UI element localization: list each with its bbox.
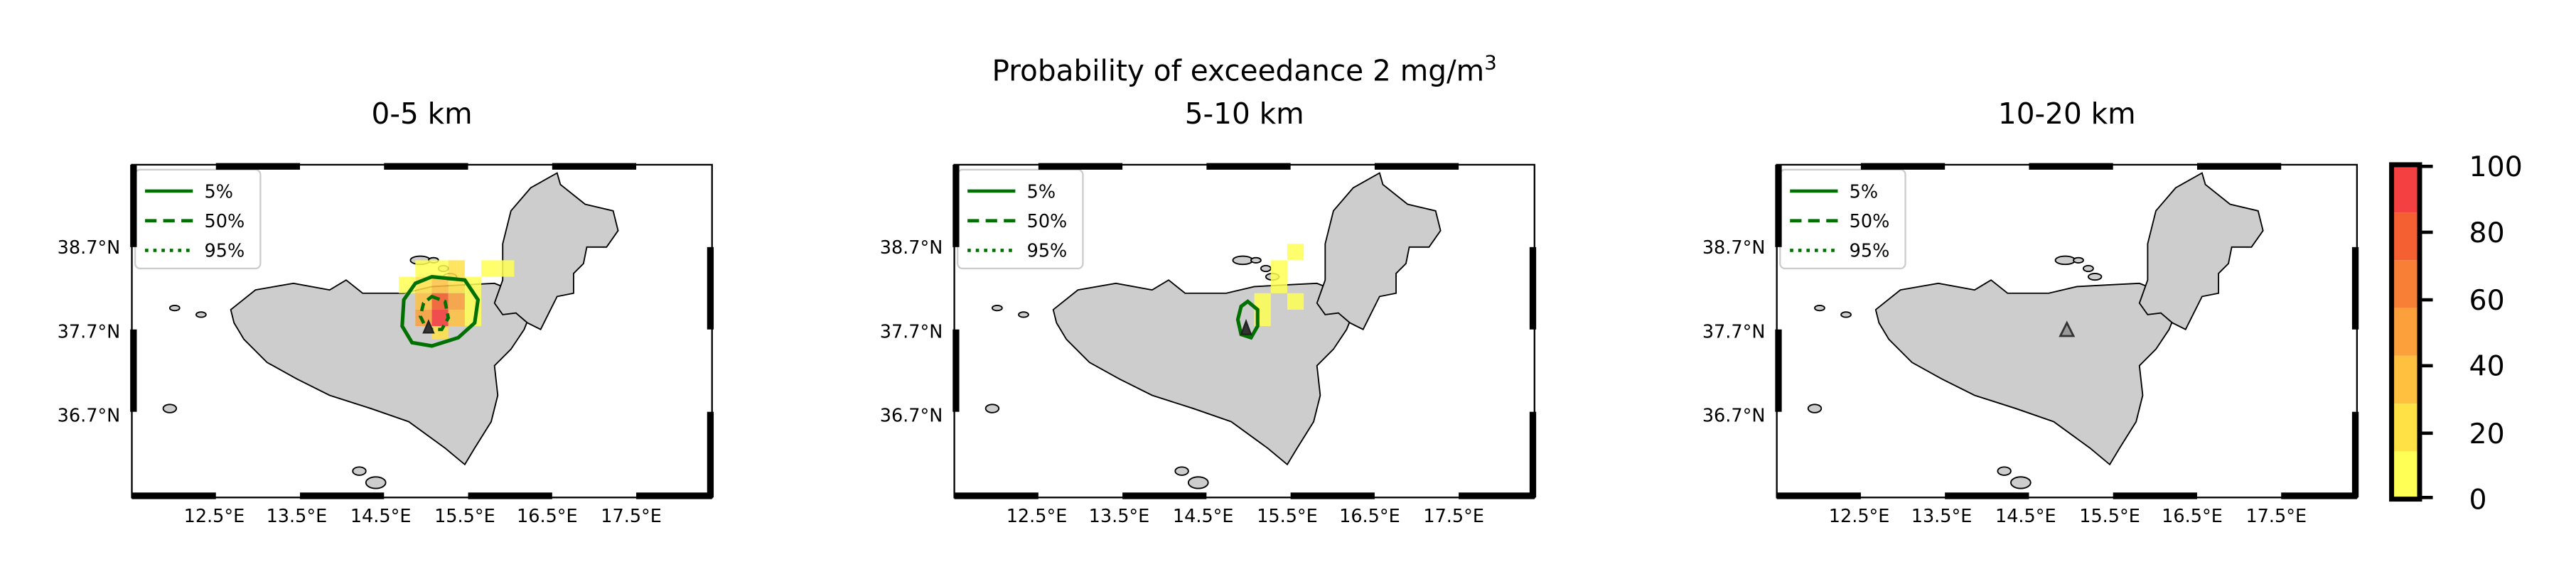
svg-text:36.7°N: 36.7°N	[58, 406, 121, 427]
svg-text:15.5°E: 15.5°E	[2079, 506, 2140, 527]
panel-title: 10-20 km	[1998, 97, 2136, 131]
panel-title: 5-10 km	[1185, 97, 1304, 131]
contour-5pct	[1235, 299, 1260, 340]
legend-label-5: 5%	[1850, 181, 1878, 202]
svg-text:17.5°E: 17.5°E	[601, 506, 662, 527]
figure-title: Probability of exceedance 2 mg/m3	[992, 50, 1497, 87]
contour-5pct	[400, 274, 481, 348]
svg-text:12.5°E: 12.5°E	[1829, 506, 1890, 527]
panel-0-5km: 0-5 km	[58, 97, 714, 527]
svg-text:38.7°N: 38.7°N	[1702, 237, 1766, 259]
svg-text:16.5°E: 16.5°E	[517, 506, 578, 527]
figure-title-sup: 3	[1484, 50, 1497, 74]
svg-text:12.5°E: 12.5°E	[1007, 506, 1068, 527]
legend-label-5: 5%	[205, 181, 233, 202]
svg-text:37.7°N: 37.7°N	[58, 321, 121, 342]
svg-text:38.7°N: 38.7°N	[880, 237, 943, 259]
map-area: 5% 50% 95%	[952, 163, 1537, 499]
svg-text:17.5°E: 17.5°E	[2245, 506, 2307, 527]
panel-10-20km: 10-20 km 5% 50% 95%	[1702, 97, 2359, 527]
probability-cells	[1254, 244, 1304, 327]
map-frame	[952, 163, 1537, 499]
legend-label-95: 95%	[205, 241, 245, 262]
svg-text:14.5°E: 14.5°E	[1173, 506, 1234, 527]
svg-text:100: 100	[2469, 151, 2523, 183]
svg-text:17.5°E: 17.5°E	[1423, 506, 1484, 527]
legend-label-50: 50%	[1027, 211, 1068, 232]
svg-text:37.7°N: 37.7°N	[880, 321, 943, 342]
colorbar-tick-labels: 100 80 60 40 20 0	[2469, 151, 2523, 516]
panel-5-10km: 5-10 km 5% 50% 95%	[880, 97, 1537, 527]
contour-50pct	[418, 294, 451, 332]
legend-label-50: 50%	[1850, 211, 1890, 232]
svg-text:13.5°E: 13.5°E	[1911, 506, 1973, 527]
svg-text:80: 80	[2469, 217, 2505, 249]
map-area: 5% 50% 95%	[130, 163, 714, 499]
svg-text:36.7°N: 36.7°N	[880, 406, 943, 427]
legend-label-95: 95%	[1850, 241, 1890, 262]
svg-text:40: 40	[2469, 350, 2505, 383]
svg-text:12.5°E: 12.5°E	[184, 506, 245, 527]
svg-text:37.7°N: 37.7°N	[1702, 321, 1766, 342]
lon-tick-labels: 12.5°E 13.5°E 14.5°E 15.5°E 16.5°E 17.5°…	[1007, 506, 1484, 527]
svg-text:20: 20	[2469, 418, 2505, 450]
colorbar-ticks	[2419, 164, 2433, 499]
lat-tick-labels: 38.7°N 37.7°N 36.7°N	[880, 237, 943, 427]
legend-label-50: 50%	[205, 211, 245, 232]
legend-label-95: 95%	[1027, 241, 1068, 262]
lat-tick-labels: 38.7°N 37.7°N 36.7°N	[58, 237, 121, 427]
map-frame	[130, 163, 714, 499]
svg-text:0: 0	[2469, 484, 2487, 516]
svg-text:13.5°E: 13.5°E	[267, 506, 328, 527]
volcano-marker	[2059, 320, 2076, 337]
lat-tick-labels: 38.7°N 37.7°N 36.7°N	[1702, 237, 1766, 427]
volcano-marker	[1240, 318, 1252, 335]
volcano-marker	[422, 319, 435, 334]
map-area: 5% 50% 95%	[1775, 163, 2359, 499]
colorbar: 100 80 60 40 20 0	[2389, 151, 2523, 516]
map-frame	[1775, 163, 2359, 499]
figure-title-main: Probability of exceedance 2 mg/m	[992, 54, 1485, 88]
legend-label-5: 5%	[1027, 181, 1056, 202]
svg-text:60: 60	[2469, 284, 2505, 317]
svg-text:16.5°E: 16.5°E	[2162, 506, 2223, 527]
colorbar-bands	[2391, 164, 2420, 499]
svg-text:15.5°E: 15.5°E	[1257, 506, 1318, 527]
lon-tick-labels: 12.5°E 13.5°E 14.5°E 15.5°E 16.5°E 17.5°…	[184, 506, 662, 527]
svg-text:15.5°E: 15.5°E	[434, 506, 495, 527]
svg-text:16.5°E: 16.5°E	[1339, 506, 1400, 527]
svg-text:36.7°N: 36.7°N	[1702, 406, 1766, 427]
svg-text:14.5°E: 14.5°E	[1995, 506, 2056, 527]
panel-title: 0-5 km	[372, 97, 473, 131]
svg-text:38.7°N: 38.7°N	[58, 237, 121, 259]
lon-tick-labels: 12.5°E 13.5°E 14.5°E 15.5°E 16.5°E 17.5°…	[1829, 506, 2307, 527]
colorbar-frame	[2389, 162, 2422, 502]
svg-text:13.5°E: 13.5°E	[1089, 506, 1150, 527]
svg-text:14.5°E: 14.5°E	[350, 506, 412, 527]
